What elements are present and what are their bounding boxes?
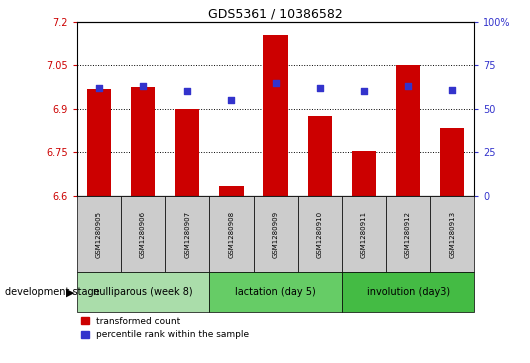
Point bbox=[360, 89, 368, 94]
Text: lactation (day 5): lactation (day 5) bbox=[235, 287, 316, 297]
Bar bbox=[342, 272, 474, 312]
Bar bbox=[87, 89, 111, 196]
Text: involution (day3): involution (day3) bbox=[367, 287, 449, 297]
Text: development stage: development stage bbox=[5, 287, 100, 297]
Bar bbox=[263, 35, 288, 196]
Legend: transformed count, percentile rank within the sample: transformed count, percentile rank withi… bbox=[82, 317, 249, 339]
Bar bbox=[440, 128, 464, 196]
Bar bbox=[131, 87, 155, 196]
Text: GSM1280913: GSM1280913 bbox=[449, 211, 455, 258]
Point bbox=[227, 97, 236, 103]
Bar bbox=[209, 272, 342, 312]
Bar bbox=[386, 196, 430, 272]
Text: GSM1280911: GSM1280911 bbox=[361, 211, 367, 258]
Text: GSM1280909: GSM1280909 bbox=[272, 211, 279, 258]
Text: ▶: ▶ bbox=[66, 287, 75, 297]
Bar bbox=[77, 196, 121, 272]
Bar bbox=[396, 65, 420, 196]
Bar bbox=[209, 196, 253, 272]
Bar bbox=[298, 196, 342, 272]
Bar bbox=[77, 272, 209, 312]
Point bbox=[139, 83, 147, 89]
Text: GSM1280912: GSM1280912 bbox=[405, 211, 411, 258]
Text: GSM1280907: GSM1280907 bbox=[184, 211, 190, 258]
Bar bbox=[352, 151, 376, 196]
Bar bbox=[307, 116, 332, 196]
Text: GSM1280910: GSM1280910 bbox=[317, 211, 323, 258]
Text: GSM1280905: GSM1280905 bbox=[96, 211, 102, 258]
Point bbox=[271, 80, 280, 86]
Bar bbox=[253, 196, 298, 272]
Point bbox=[404, 83, 412, 89]
Bar bbox=[175, 109, 199, 196]
Bar bbox=[430, 196, 474, 272]
Text: GSM1280908: GSM1280908 bbox=[228, 211, 234, 258]
Bar bbox=[121, 196, 165, 272]
Point bbox=[315, 85, 324, 91]
Text: nulliparous (week 8): nulliparous (week 8) bbox=[93, 287, 193, 297]
Bar bbox=[219, 186, 244, 196]
Text: GSM1280906: GSM1280906 bbox=[140, 211, 146, 258]
Point bbox=[95, 85, 103, 91]
Bar bbox=[342, 196, 386, 272]
Bar bbox=[165, 196, 209, 272]
Point bbox=[183, 89, 191, 94]
Point bbox=[448, 87, 456, 93]
Title: GDS5361 / 10386582: GDS5361 / 10386582 bbox=[208, 8, 343, 21]
